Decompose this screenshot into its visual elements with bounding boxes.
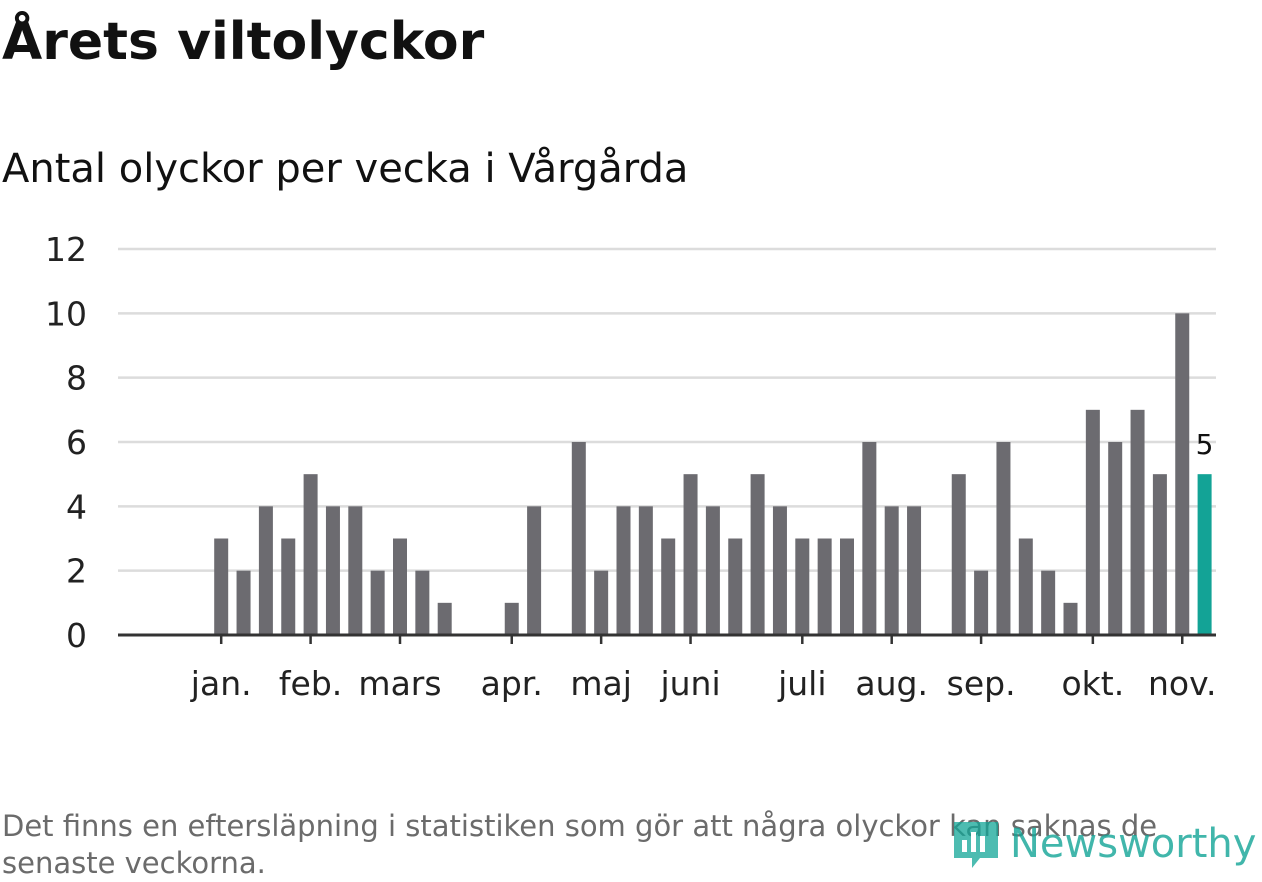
bar	[258, 506, 273, 635]
newsworthy-logo: Newsworthy	[950, 818, 1256, 870]
bar	[840, 538, 854, 635]
y-tick-label: 0	[66, 616, 87, 655]
bar	[705, 506, 720, 635]
x-tick-label: jan.	[190, 664, 252, 703]
bar	[661, 538, 676, 635]
chart-subtitle: Antal olyckor per vecka i Vårgårda	[2, 146, 689, 192]
y-tick-label: 12	[45, 230, 87, 269]
bar	[1063, 602, 1078, 635]
bar-highlight	[1197, 474, 1212, 635]
y-tick-label: 8	[66, 359, 87, 398]
highlight-value-label: 5	[1196, 428, 1214, 461]
x-tick-label: juli	[777, 664, 826, 703]
bar	[817, 538, 832, 635]
x-tick-label: sep.	[947, 664, 1016, 703]
x-axis	[118, 633, 1216, 644]
bar	[504, 602, 519, 635]
x-tick-label: okt.	[1061, 664, 1124, 703]
bar	[1108, 442, 1123, 635]
bar	[683, 474, 698, 635]
bar	[527, 506, 542, 635]
bar	[325, 506, 340, 635]
bar	[415, 570, 430, 635]
bar	[214, 538, 229, 635]
bar	[996, 442, 1011, 635]
x-tick-label: maj	[570, 664, 632, 703]
bar	[303, 474, 318, 635]
bar	[1041, 570, 1056, 635]
y-tick-label: 2	[66, 552, 87, 591]
bar	[1085, 409, 1100, 635]
x-tick-label: aug.	[855, 664, 928, 703]
newsworthy-logo-icon	[954, 822, 998, 868]
chart-title: Årets viltolyckor	[2, 12, 485, 72]
y-tick-label: 10	[45, 294, 87, 333]
bar	[571, 442, 586, 635]
newsworthy-logo-text: Newsworthy	[1010, 821, 1257, 867]
y-tick-label: 4	[66, 487, 87, 526]
x-tick-label: mars	[358, 664, 441, 703]
x-tick-label: nov.	[1148, 664, 1217, 703]
y-axis-labels: 0 2 4 6 8 10 12	[45, 230, 87, 655]
x-tick-label: apr.	[481, 664, 543, 703]
bar	[348, 506, 363, 635]
bar	[616, 506, 631, 635]
bar	[281, 538, 296, 635]
bar	[795, 538, 810, 635]
bar	[638, 506, 653, 635]
bars	[214, 313, 1212, 635]
bar	[236, 570, 251, 635]
bar	[437, 602, 452, 635]
bar	[1018, 538, 1033, 635]
bar	[772, 506, 787, 635]
bar	[1152, 474, 1167, 635]
x-axis-labels: jan. feb. mars apr. maj juni juli aug. sep. okt. n…	[190, 664, 1217, 703]
bar	[907, 506, 922, 635]
bar	[750, 474, 765, 635]
annotations: 5	[1196, 428, 1214, 461]
x-tick-label: juni	[659, 664, 720, 703]
bar	[728, 538, 743, 635]
y-tick-label: 6	[66, 423, 87, 462]
bar-chart: 0 2 4 6 8 10 12 jan. feb. mars apr. maj juni juli aug…	[45, 230, 1217, 703]
x-tick-label: feb.	[279, 664, 342, 703]
bar	[862, 442, 877, 635]
bar	[974, 570, 989, 635]
bar	[951, 474, 966, 635]
bar	[884, 506, 899, 635]
grid-lines	[118, 247, 1216, 572]
bar	[1175, 313, 1190, 635]
bar	[1130, 409, 1145, 635]
bar	[393, 538, 407, 635]
bar	[370, 570, 385, 635]
bar	[594, 570, 609, 635]
